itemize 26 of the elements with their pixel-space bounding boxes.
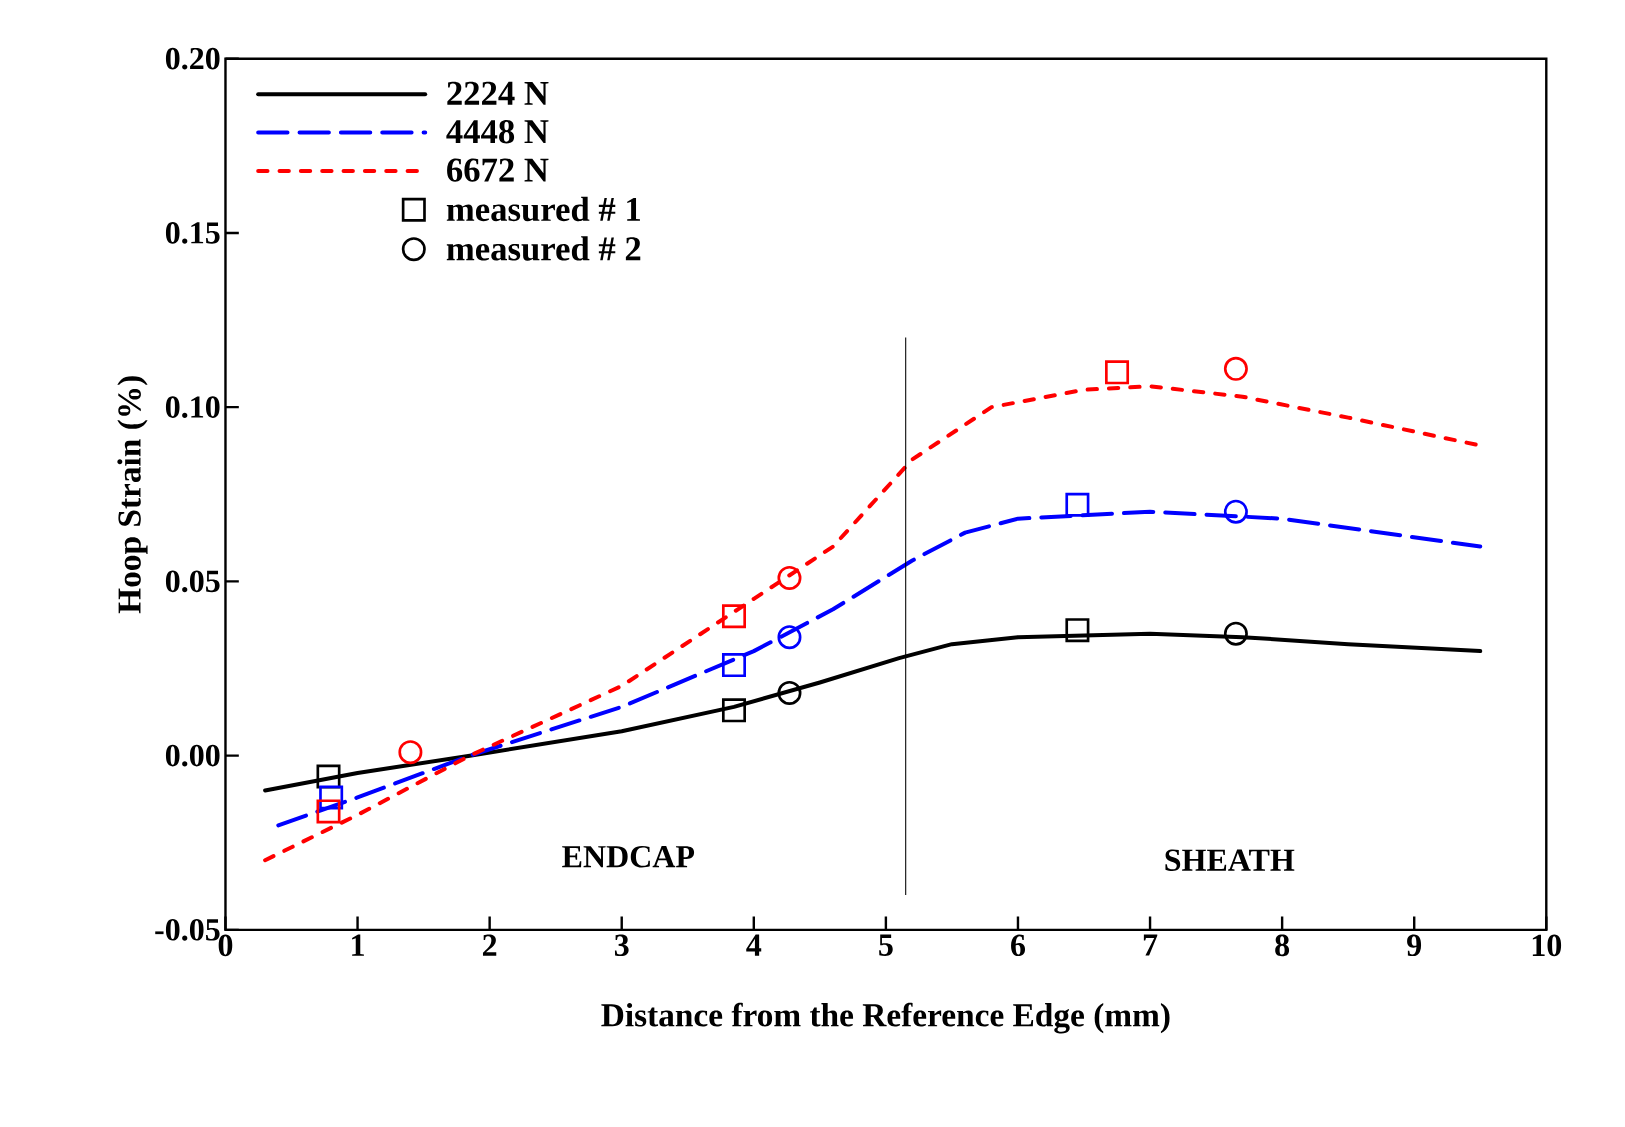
- y-tick-label: 0.20: [165, 47, 220, 70]
- x-tick-label: 6: [1011, 934, 1026, 956]
- y-tick-label: 0.15: [165, 221, 220, 244]
- x-tick-label: 0: [218, 934, 233, 957]
- x-tick-label: 1: [352, 934, 364, 956]
- y-tick-label: 0.05: [165, 570, 220, 593]
- y-tick-label: 0.00: [165, 744, 220, 767]
- x-tick-label: 3: [614, 934, 629, 956]
- annotation: SHEATH: [1165, 849, 1295, 871]
- x-tick-label: 7: [1143, 934, 1158, 956]
- x-tick-label: 4: [746, 934, 762, 956]
- legend-label: measured # 1: [446, 196, 640, 222]
- annotation: ENDCAP: [562, 845, 695, 868]
- legend-label: 4448 N: [446, 119, 549, 144]
- legend-label: 6672 N: [447, 158, 549, 182]
- y-tick-label: -0.05: [155, 918, 220, 941]
- x-tick-label: 9: [1407, 934, 1422, 956]
- legend-label: 2224 N: [447, 81, 549, 105]
- y-axis-title: Hoop Strain (%): [117, 376, 148, 614]
- x-tick-label: 2: [482, 934, 497, 956]
- x-tick-label: 8: [1275, 934, 1290, 957]
- x-axis-title: Distance from the Reference Edge (mm): [601, 1002, 1170, 1034]
- x-tick-label: 10: [1532, 934, 1562, 957]
- y-tick-label: 0.10: [165, 396, 220, 418]
- x-tick-label: 5: [879, 934, 893, 956]
- legend-label: measured # 2: [446, 235, 641, 261]
